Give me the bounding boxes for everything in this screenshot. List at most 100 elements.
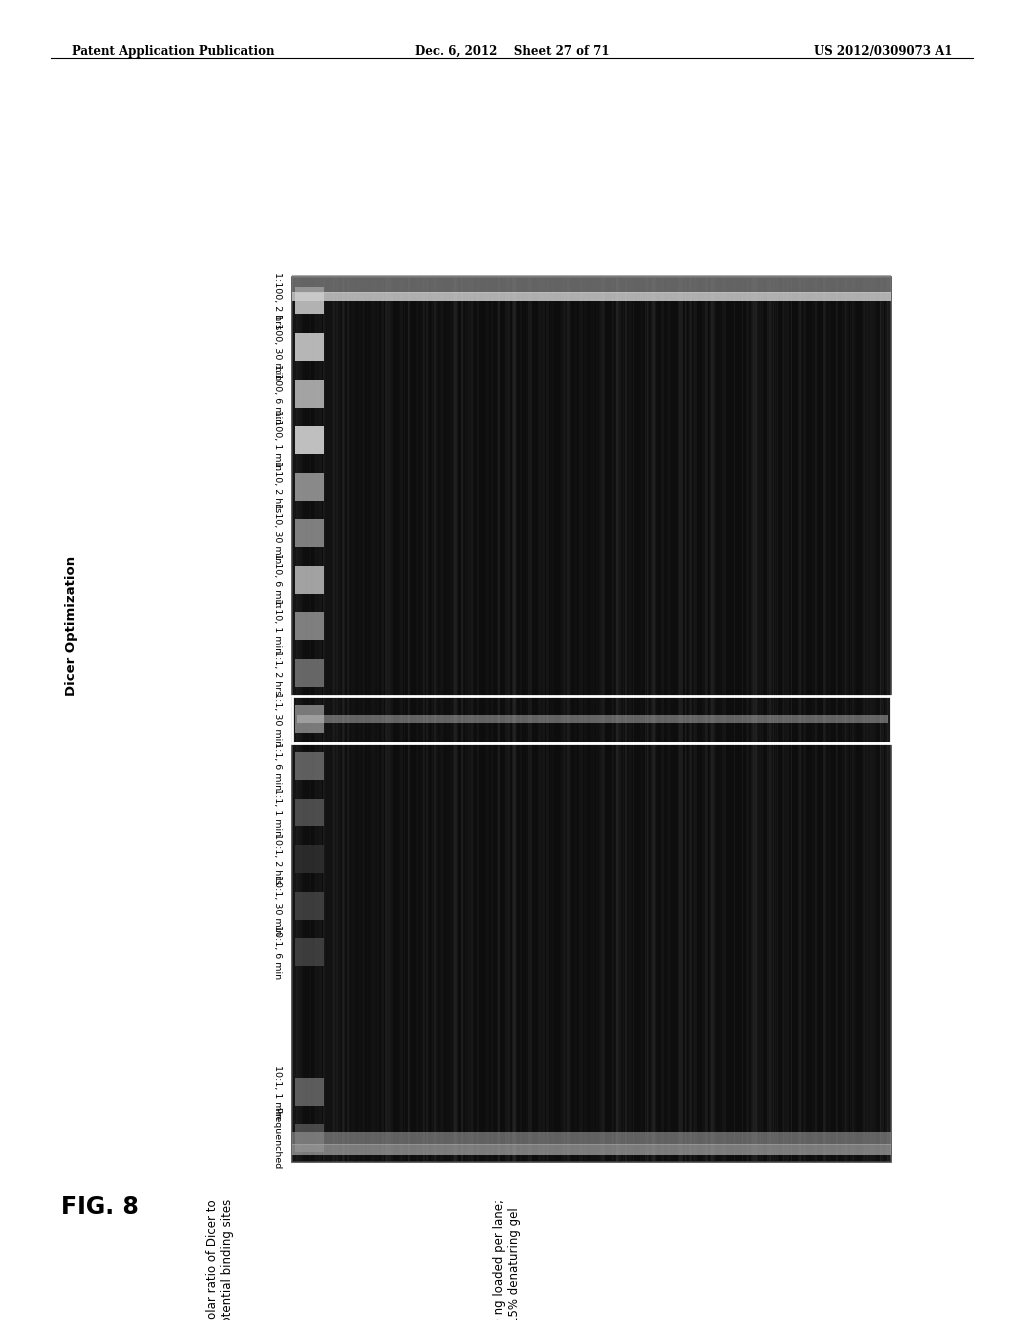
Bar bbox=[694, 277, 697, 1162]
Bar bbox=[434, 277, 436, 1162]
Bar bbox=[753, 277, 754, 1162]
Bar bbox=[762, 277, 763, 1162]
Bar bbox=[824, 277, 827, 1162]
Bar bbox=[385, 277, 388, 1162]
Bar bbox=[431, 277, 433, 1162]
Bar bbox=[850, 277, 851, 1162]
Bar bbox=[626, 277, 628, 1162]
Bar bbox=[624, 277, 627, 1162]
Bar bbox=[490, 277, 494, 1162]
Bar bbox=[364, 277, 368, 1162]
Bar bbox=[600, 277, 604, 1162]
Bar bbox=[316, 277, 319, 1162]
Bar bbox=[772, 277, 775, 1162]
Bar bbox=[785, 277, 787, 1162]
Bar bbox=[800, 277, 802, 1162]
Bar bbox=[361, 277, 365, 1162]
Bar bbox=[437, 277, 439, 1162]
Bar bbox=[799, 277, 800, 1162]
Bar bbox=[782, 277, 785, 1162]
Bar bbox=[842, 277, 846, 1162]
Bar bbox=[318, 277, 321, 1162]
Text: 1:1, 30 min: 1:1, 30 min bbox=[272, 692, 282, 747]
Bar bbox=[292, 277, 296, 1162]
Bar bbox=[294, 277, 296, 1162]
Bar bbox=[351, 277, 354, 1162]
Bar bbox=[528, 277, 531, 1162]
Text: Dec. 6, 2012    Sheet 27 of 71: Dec. 6, 2012 Sheet 27 of 71 bbox=[415, 45, 609, 58]
Bar bbox=[754, 277, 758, 1162]
Bar bbox=[864, 277, 867, 1162]
Bar bbox=[462, 277, 464, 1162]
Bar bbox=[295, 845, 324, 873]
Bar bbox=[597, 277, 600, 1162]
Bar bbox=[426, 277, 429, 1162]
Bar bbox=[654, 277, 656, 1162]
Text: 1:100, 30 min: 1:100, 30 min bbox=[272, 314, 282, 380]
Bar bbox=[426, 277, 428, 1162]
Bar bbox=[550, 277, 552, 1162]
Bar bbox=[477, 277, 479, 1162]
Bar bbox=[476, 277, 477, 1162]
Bar bbox=[441, 277, 442, 1162]
Bar bbox=[440, 277, 443, 1162]
Bar bbox=[465, 277, 468, 1162]
Bar bbox=[301, 277, 305, 1162]
Bar bbox=[769, 277, 772, 1162]
Bar bbox=[767, 277, 768, 1162]
Bar bbox=[787, 277, 790, 1162]
Bar bbox=[505, 277, 506, 1162]
Bar bbox=[746, 277, 750, 1162]
Bar bbox=[292, 696, 891, 743]
Bar bbox=[653, 277, 655, 1162]
Text: 1:10, 30 min: 1:10, 30 min bbox=[272, 503, 282, 564]
Bar bbox=[377, 277, 379, 1162]
Bar bbox=[867, 277, 870, 1162]
Bar bbox=[499, 277, 500, 1162]
Bar bbox=[667, 277, 671, 1162]
Bar bbox=[371, 277, 374, 1162]
Bar bbox=[847, 277, 849, 1162]
Bar bbox=[420, 277, 422, 1162]
Bar bbox=[542, 277, 545, 1162]
Bar bbox=[306, 277, 307, 1162]
Bar bbox=[295, 473, 324, 500]
Bar bbox=[822, 277, 825, 1162]
Bar bbox=[724, 277, 726, 1162]
Bar bbox=[873, 277, 877, 1162]
Bar bbox=[651, 277, 654, 1162]
Bar bbox=[514, 277, 516, 1162]
Bar bbox=[791, 277, 793, 1162]
Bar bbox=[295, 333, 324, 360]
Bar bbox=[719, 277, 722, 1162]
Bar bbox=[552, 277, 554, 1162]
Bar bbox=[434, 277, 436, 1162]
Bar bbox=[861, 277, 865, 1162]
Bar bbox=[770, 277, 773, 1162]
Bar bbox=[513, 277, 516, 1162]
Bar bbox=[722, 277, 726, 1162]
Bar bbox=[612, 277, 614, 1162]
Bar bbox=[408, 277, 409, 1162]
Bar bbox=[408, 277, 409, 1162]
Bar bbox=[629, 277, 632, 1162]
Bar bbox=[640, 277, 643, 1162]
Bar bbox=[297, 277, 300, 1162]
Bar bbox=[620, 277, 621, 1162]
Bar bbox=[423, 277, 425, 1162]
Bar bbox=[295, 752, 324, 780]
Bar bbox=[410, 277, 412, 1162]
Bar bbox=[566, 277, 570, 1162]
Bar bbox=[676, 277, 678, 1162]
Bar bbox=[615, 277, 616, 1162]
Bar bbox=[690, 277, 692, 1162]
Bar bbox=[617, 277, 621, 1162]
Bar bbox=[342, 277, 344, 1162]
Bar bbox=[295, 1078, 324, 1106]
Bar bbox=[336, 277, 338, 1162]
Bar bbox=[471, 277, 473, 1162]
Bar bbox=[710, 277, 713, 1162]
Bar bbox=[455, 277, 456, 1162]
Bar bbox=[585, 277, 587, 1162]
Text: 1:100, 1 min: 1:100, 1 min bbox=[272, 411, 282, 470]
